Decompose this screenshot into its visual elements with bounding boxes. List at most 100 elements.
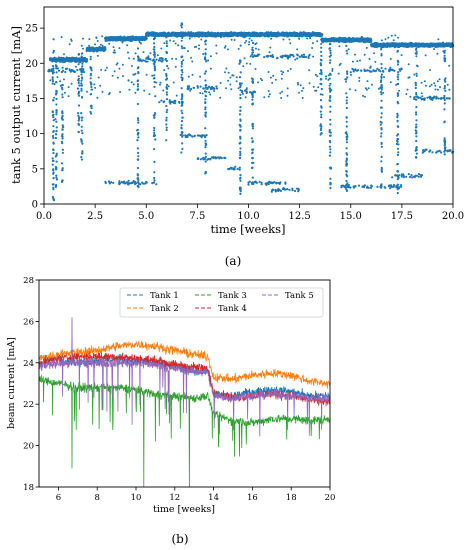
data-point xyxy=(329,59,332,62)
data-point xyxy=(52,186,55,189)
data-point xyxy=(398,186,401,189)
data-point xyxy=(352,185,355,188)
data-point xyxy=(153,45,156,49)
data-point xyxy=(286,54,289,58)
data-point xyxy=(239,142,242,145)
data-point xyxy=(345,106,348,110)
data-point xyxy=(251,51,254,54)
data-point xyxy=(77,130,80,133)
data-point xyxy=(354,68,357,71)
data-point xyxy=(61,118,64,121)
data-point xyxy=(360,69,363,72)
data-point xyxy=(239,174,242,177)
data-point xyxy=(263,96,266,99)
data-point xyxy=(165,123,168,126)
data-point xyxy=(345,96,349,99)
data-point xyxy=(103,48,107,51)
data-point xyxy=(252,148,255,151)
data-point xyxy=(153,69,157,72)
data-point xyxy=(380,75,383,78)
data-point xyxy=(180,120,184,123)
data-point xyxy=(51,80,55,83)
data-point xyxy=(250,137,254,140)
data-point xyxy=(77,81,80,85)
data-point xyxy=(356,60,359,63)
data-point xyxy=(204,70,207,73)
data-point xyxy=(55,92,58,95)
data-point xyxy=(189,134,192,137)
data-point xyxy=(212,156,215,159)
data-point xyxy=(119,91,122,93)
data-point xyxy=(204,40,207,43)
data-point xyxy=(363,184,366,187)
data-point xyxy=(165,42,168,45)
data-point xyxy=(346,52,349,55)
data-point xyxy=(444,146,447,149)
data-point xyxy=(428,46,431,48)
data-point xyxy=(89,49,92,52)
data-point xyxy=(396,191,399,195)
panel-a-points xyxy=(47,22,455,202)
data-point xyxy=(351,60,354,63)
data-point xyxy=(442,97,445,100)
data-point xyxy=(396,119,399,122)
data-point xyxy=(421,151,424,154)
data-point xyxy=(368,58,371,60)
data-point xyxy=(89,77,92,80)
data-point xyxy=(55,133,58,136)
data-point xyxy=(189,89,192,92)
data-point xyxy=(384,67,387,70)
data-point xyxy=(352,70,355,73)
data-point xyxy=(85,59,89,63)
data-point xyxy=(251,93,254,96)
data-point xyxy=(267,90,270,92)
data-point xyxy=(345,99,348,102)
data-point xyxy=(239,71,242,74)
data-point xyxy=(81,62,84,65)
data-point xyxy=(431,96,434,99)
data-point xyxy=(414,82,417,85)
data-point xyxy=(345,125,348,128)
data-point xyxy=(55,103,58,106)
data-point xyxy=(270,55,273,58)
data-point xyxy=(187,86,190,89)
data-point xyxy=(281,73,283,76)
data-point xyxy=(152,181,155,184)
data-point xyxy=(224,71,226,74)
data-point xyxy=(153,35,156,38)
data-point xyxy=(414,174,417,177)
data-point xyxy=(380,168,383,171)
data-point xyxy=(435,97,438,100)
data-point xyxy=(136,47,140,50)
data-point xyxy=(414,149,417,152)
data-point xyxy=(437,97,440,100)
data-point xyxy=(215,44,218,47)
data-point xyxy=(204,53,207,56)
data-point xyxy=(205,84,208,87)
data-point xyxy=(51,196,55,199)
data-point xyxy=(153,116,156,119)
data-point xyxy=(204,139,207,142)
data-point xyxy=(136,158,139,161)
data-point xyxy=(77,63,80,66)
data-point xyxy=(238,113,242,116)
data-point xyxy=(320,113,323,116)
data-point xyxy=(400,175,403,178)
data-point xyxy=(181,134,184,137)
data-point xyxy=(165,119,168,122)
data-point xyxy=(204,135,207,138)
data-point xyxy=(275,57,279,60)
data-point xyxy=(55,168,58,171)
data-point xyxy=(80,89,83,92)
data-point xyxy=(136,102,140,106)
data-point xyxy=(280,70,283,73)
data-point xyxy=(52,169,55,172)
data-point xyxy=(204,127,207,130)
data-point xyxy=(61,148,64,151)
data-point xyxy=(152,77,155,80)
data-point xyxy=(90,66,93,69)
data-point xyxy=(165,116,168,119)
data-point xyxy=(181,55,184,58)
data-point xyxy=(126,44,129,47)
data-point xyxy=(349,71,352,74)
